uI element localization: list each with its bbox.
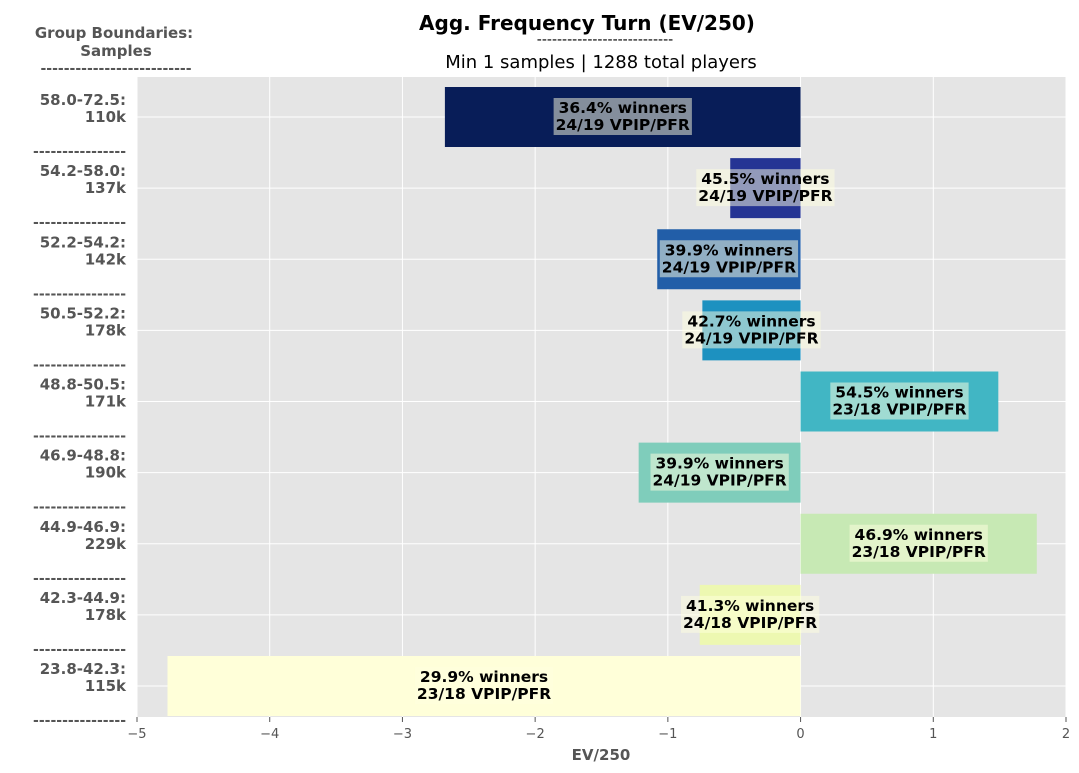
y-tick-label-range: 23.8-42.3:	[40, 660, 126, 678]
y-axis-header-underline: --------------------------	[40, 61, 191, 77]
y-category-separator: ----------------	[33, 215, 126, 231]
bar-label-winners: 39.9% winners	[665, 241, 793, 259]
chart-subtitle: Min 1 samples | 1288 total players	[445, 52, 757, 73]
y-tick-label-range: 48.8-50.5:	[40, 376, 126, 394]
x-tick-label: −1	[658, 727, 677, 742]
bar-label-vpip-pfr: 24/18 VPIP/PFR	[683, 614, 817, 632]
bar-label-winners: 54.5% winners	[835, 384, 963, 402]
y-category-separator: ----------------	[33, 571, 126, 587]
y-tick-label-range: 44.9-46.9:	[40, 518, 126, 536]
y-tick-label-samples: 137k	[85, 179, 127, 197]
bar-label-winners: 36.4% winners	[559, 99, 687, 117]
bar-label-winners: 46.9% winners	[855, 526, 983, 544]
bar-label-box	[681, 595, 820, 633]
bar-label-box	[414, 667, 554, 704]
bar-label-vpip-pfr: 23/18 VPIP/PFR	[852, 543, 986, 561]
bar-label-winners: 39.9% winners	[655, 455, 783, 473]
bar-label-box	[659, 240, 799, 278]
y-category-separator: ----------------	[33, 286, 126, 302]
y-category-separator: ----------------	[33, 144, 126, 160]
y-tick-label-samples: 115k	[85, 677, 127, 695]
y-tick-label-range: 50.5-52.2:	[40, 304, 126, 322]
x-axis-label: EV/250	[572, 746, 631, 764]
bar-label-winners: 45.5% winners	[701, 170, 829, 188]
bar-label-vpip-pfr: 24/19 VPIP/PFR	[698, 187, 832, 205]
grid-lines	[136, 77, 1067, 717]
y-tick-label-samples: 142k	[85, 250, 127, 268]
y-category-separator: ----------------	[33, 500, 126, 516]
x-tick-label: −2	[526, 727, 545, 742]
y-axis: 58.0-72.5:110k ---------------- 54.2-58.0:…	[33, 91, 127, 729]
y-tick-label-range: 46.9-48.8:	[40, 447, 126, 465]
x-tick-label: 0	[796, 727, 804, 742]
chart-title-underline: ---------------------------	[537, 32, 673, 48]
y-tick-label-samples: 190k	[85, 464, 127, 482]
y-category-separator: ----------------	[33, 357, 126, 373]
x-tick-label: 1	[929, 727, 937, 742]
y-tick-label-samples: 171k	[85, 393, 127, 411]
bar-label-box	[650, 453, 789, 491]
y-category-separator: ----------------	[33, 429, 126, 445]
bar-label-vpip-pfr: 23/18 VPIP/PFR	[832, 401, 966, 419]
y-tick-label-samples: 110k	[85, 108, 127, 126]
bar-label-winners: 41.3% winners	[686, 597, 814, 615]
bar-label-box	[849, 524, 988, 562]
bar-label-box	[830, 382, 969, 420]
y-tick-label-samples: 178k	[85, 321, 127, 339]
bar-label-box	[696, 169, 835, 207]
y-category-separator: ----------------	[33, 713, 126, 729]
y-tick-label-range: 58.0-72.5:	[40, 91, 126, 109]
bar-label-vpip-pfr: 23/18 VPIP/PFR	[417, 685, 551, 703]
bar-label-box	[553, 98, 692, 135]
bar-label-winners: 42.7% winners	[687, 312, 815, 330]
bar-label-vpip-pfr: 24/19 VPIP/PFR	[652, 472, 786, 490]
chart-title: Agg. Frequency Turn (EV/250)	[419, 11, 755, 35]
bar-label-vpip-pfr: 24/19 VPIP/PFR	[556, 116, 690, 134]
x-tick-label: −5	[127, 727, 146, 742]
y-category-separator: ----------------	[33, 642, 126, 658]
y-tick-label-samples: 229k	[85, 535, 127, 553]
bar-label-box	[682, 311, 821, 349]
bars	[167, 87, 1037, 716]
y-tick-label-range: 52.2-54.2:	[40, 233, 126, 251]
y-axis-header-line2: Samples	[80, 42, 152, 60]
y-tick-label-range: 42.3-44.9:	[40, 589, 126, 607]
y-tick-label-samples: 178k	[85, 606, 127, 624]
x-tick-label: 2	[1062, 727, 1070, 742]
bar-label-vpip-pfr: 24/19 VPIP/PFR	[662, 258, 796, 276]
bar-label-vpip-pfr: 24/19 VPIP/PFR	[684, 329, 818, 347]
x-axis: −5 −4 −3 −2 −1 0 1 2	[127, 717, 1070, 742]
y-axis-header-line1: Group Boundaries:	[35, 24, 193, 42]
x-tick-label: −4	[260, 727, 279, 742]
y-tick-label-range: 54.2-58.0:	[40, 162, 126, 180]
bar-label-winners: 29.9% winners	[420, 668, 548, 686]
x-tick-label: −3	[393, 727, 412, 742]
